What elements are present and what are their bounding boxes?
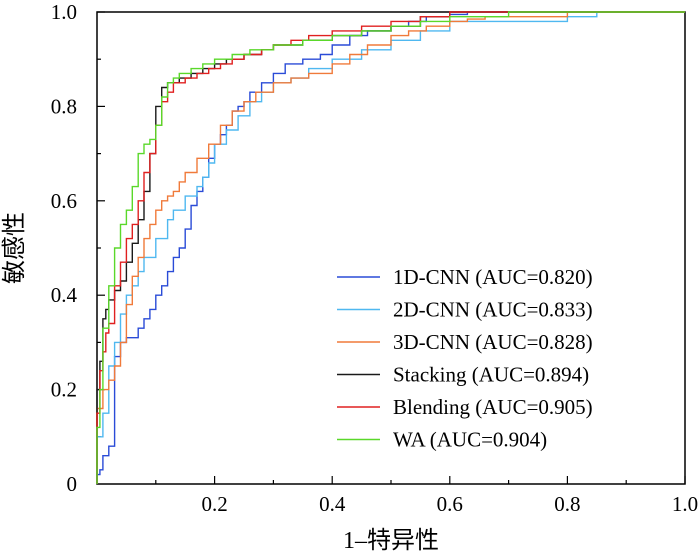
legend-label-6: WA (AUC=0.904)	[393, 428, 547, 452]
series-line-2	[96, 11, 685, 484]
tick-labels: 0.2 0.4 0.6 0.8 1.0 0 0.2 0.4 0.6 0.8 1.0	[51, 0, 698, 516]
series-line-5	[96, 11, 685, 484]
legend-label-3: 3D-CNN (AUC=0.828)	[393, 330, 593, 354]
legend-label-4: Stacking (AUC=0.894)	[393, 363, 589, 387]
y-axis-title: 敏感性	[1, 212, 28, 284]
series-line-6	[96, 11, 685, 484]
legend-label-2: 2D-CNN (AUC=0.833)	[393, 298, 593, 322]
y-tick-label: 0	[67, 472, 78, 496]
x-tick-label: 0.4	[319, 492, 346, 516]
legend-label-5: Blending (AUC=0.905)	[393, 395, 593, 419]
x-tick-label: 0.2	[201, 492, 227, 516]
y-tick-label: 0.6	[51, 189, 77, 213]
y-tick-label: 1.0	[51, 0, 77, 24]
y-tick-label: 0.4	[51, 283, 78, 307]
legend: 1D-CNN (AUC=0.820) 2D-CNN (AUC=0.833) 3D-C…	[337, 265, 593, 452]
x-axis-title: 1–特异性	[343, 527, 439, 554]
x-tick-label: 0.8	[554, 492, 580, 516]
series-lines	[96, 11, 685, 484]
series-line-3	[96, 11, 685, 484]
legend-label-1: 1D-CNN (AUC=0.820)	[393, 265, 593, 289]
x-tick-label: 0.6	[437, 492, 463, 516]
x-tick-label: 1.0	[672, 492, 698, 516]
y-tick-label: 0.2	[51, 378, 77, 402]
y-tick-label: 0.8	[51, 94, 77, 118]
